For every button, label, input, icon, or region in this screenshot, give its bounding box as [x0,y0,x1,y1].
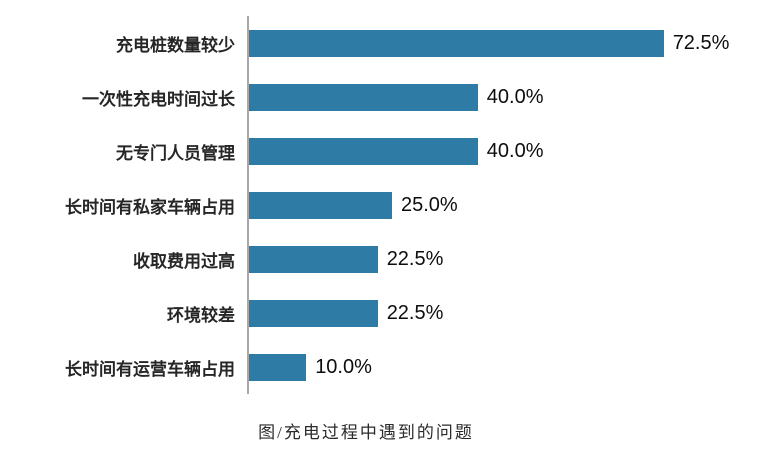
bar-row: 无专门人员管理 40.0% [0,124,778,178]
category-label: 充电桩数量较少 [116,35,235,55]
bar [249,353,307,381]
value-label: 10.0% [315,355,372,378]
bar-row: 长时间有私家车辆占用 25.0% [0,178,778,232]
bar-row: 一次性充电时间过长 40.0% [0,70,778,124]
value-label: 22.5% [386,301,444,324]
bar [249,137,478,165]
bar-track: 22.5% [247,286,778,340]
bar [249,299,378,327]
category-label: 环境较差 [167,305,235,325]
bar-row: 收取费用过高 22.5% [0,232,778,286]
category-label: 收取费用过高 [133,251,235,271]
value-label: 72.5% [672,31,730,54]
bar-track: 40.0% [247,70,778,124]
bar-track: 22.5% [247,232,778,286]
bar [249,83,478,111]
bar [249,245,378,273]
category-label: 一次性充电时间过长 [82,89,235,109]
bar-track: 25.0% [247,178,778,232]
bar-track: 72.5% [247,16,778,70]
value-label: 22.5% [386,247,444,270]
category-label: 无专门人员管理 [116,143,235,163]
category-label: 长时间有私家车辆占用 [65,197,235,217]
bar [249,191,392,219]
category-label: 长时间有运营车辆占用 [65,359,235,379]
bar-row: 环境较差 22.5% [0,286,778,340]
bar-track: 10.0% [247,340,778,394]
chart-caption: 图/充电过程中遇到的问题 [258,423,474,442]
bar-row: 充电桩数量较少 72.5% [0,16,778,70]
value-label: 25.0% [401,193,458,216]
bar [249,29,664,57]
value-label: 40.0% [486,139,544,162]
bar-row: 长时间有运营车辆占用 10.0% [0,340,778,394]
bar-rows: 充电桩数量较少 72.5% 一次性充电时间过长 40.0% 无专门人员管理 40.0% 长时… [0,16,778,394]
value-label: 40.0% [486,85,544,108]
bar-track: 40.0% [247,124,778,178]
